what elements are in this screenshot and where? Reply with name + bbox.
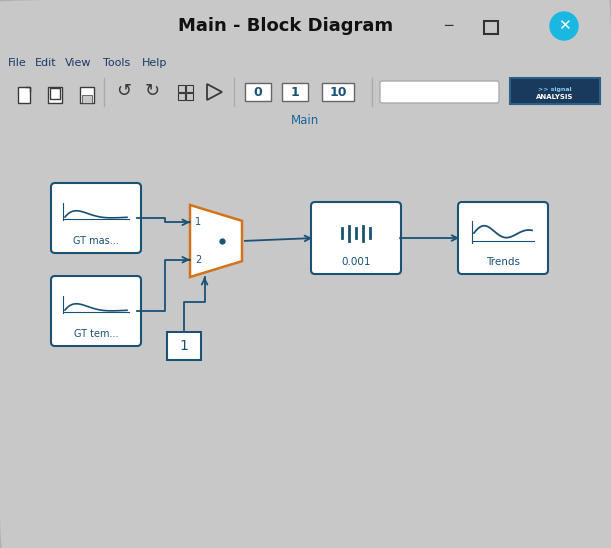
FancyBboxPatch shape bbox=[80, 87, 94, 103]
Circle shape bbox=[550, 12, 578, 40]
Text: ↻: ↻ bbox=[144, 82, 159, 100]
Text: GT tem...: GT tem... bbox=[74, 329, 119, 339]
Bar bbox=[484, 21, 498, 34]
Text: View: View bbox=[65, 58, 91, 68]
FancyBboxPatch shape bbox=[18, 87, 30, 103]
Text: ✕: ✕ bbox=[558, 18, 571, 33]
FancyBboxPatch shape bbox=[50, 88, 60, 99]
FancyBboxPatch shape bbox=[510, 78, 600, 104]
Text: ANALYSIS: ANALYSIS bbox=[536, 94, 574, 100]
FancyBboxPatch shape bbox=[245, 83, 271, 101]
Text: 0.001: 0.001 bbox=[342, 257, 371, 267]
Text: Help: Help bbox=[142, 58, 167, 68]
Text: 1: 1 bbox=[195, 217, 201, 227]
Text: 2: 2 bbox=[195, 255, 201, 265]
Text: 1: 1 bbox=[180, 339, 188, 353]
Text: Edit: Edit bbox=[35, 58, 57, 68]
FancyBboxPatch shape bbox=[458, 202, 548, 274]
Bar bbox=[178, 93, 185, 100]
Text: Main - Block Diagram: Main - Block Diagram bbox=[178, 17, 393, 35]
Polygon shape bbox=[190, 205, 242, 277]
FancyBboxPatch shape bbox=[48, 87, 62, 103]
Text: Tools: Tools bbox=[103, 58, 131, 68]
Text: ─: ─ bbox=[444, 19, 452, 33]
Text: >> signal: >> signal bbox=[538, 87, 572, 92]
Text: GT mas...: GT mas... bbox=[73, 236, 119, 246]
Text: ↺: ↺ bbox=[117, 82, 131, 100]
Bar bbox=[186, 85, 193, 92]
Bar bbox=[178, 85, 185, 92]
Bar bbox=[167, 332, 201, 360]
FancyBboxPatch shape bbox=[51, 276, 141, 346]
Text: 1: 1 bbox=[291, 85, 299, 99]
Text: File: File bbox=[7, 58, 26, 68]
Text: 10: 10 bbox=[329, 85, 347, 99]
FancyBboxPatch shape bbox=[282, 83, 308, 101]
Text: 0: 0 bbox=[254, 85, 262, 99]
Text: Trends: Trends bbox=[486, 257, 520, 267]
FancyBboxPatch shape bbox=[51, 183, 141, 253]
Text: Main: Main bbox=[291, 113, 320, 127]
FancyBboxPatch shape bbox=[322, 83, 354, 101]
Bar bbox=[186, 93, 193, 100]
FancyBboxPatch shape bbox=[311, 202, 401, 274]
FancyBboxPatch shape bbox=[82, 95, 92, 103]
FancyBboxPatch shape bbox=[380, 81, 499, 103]
